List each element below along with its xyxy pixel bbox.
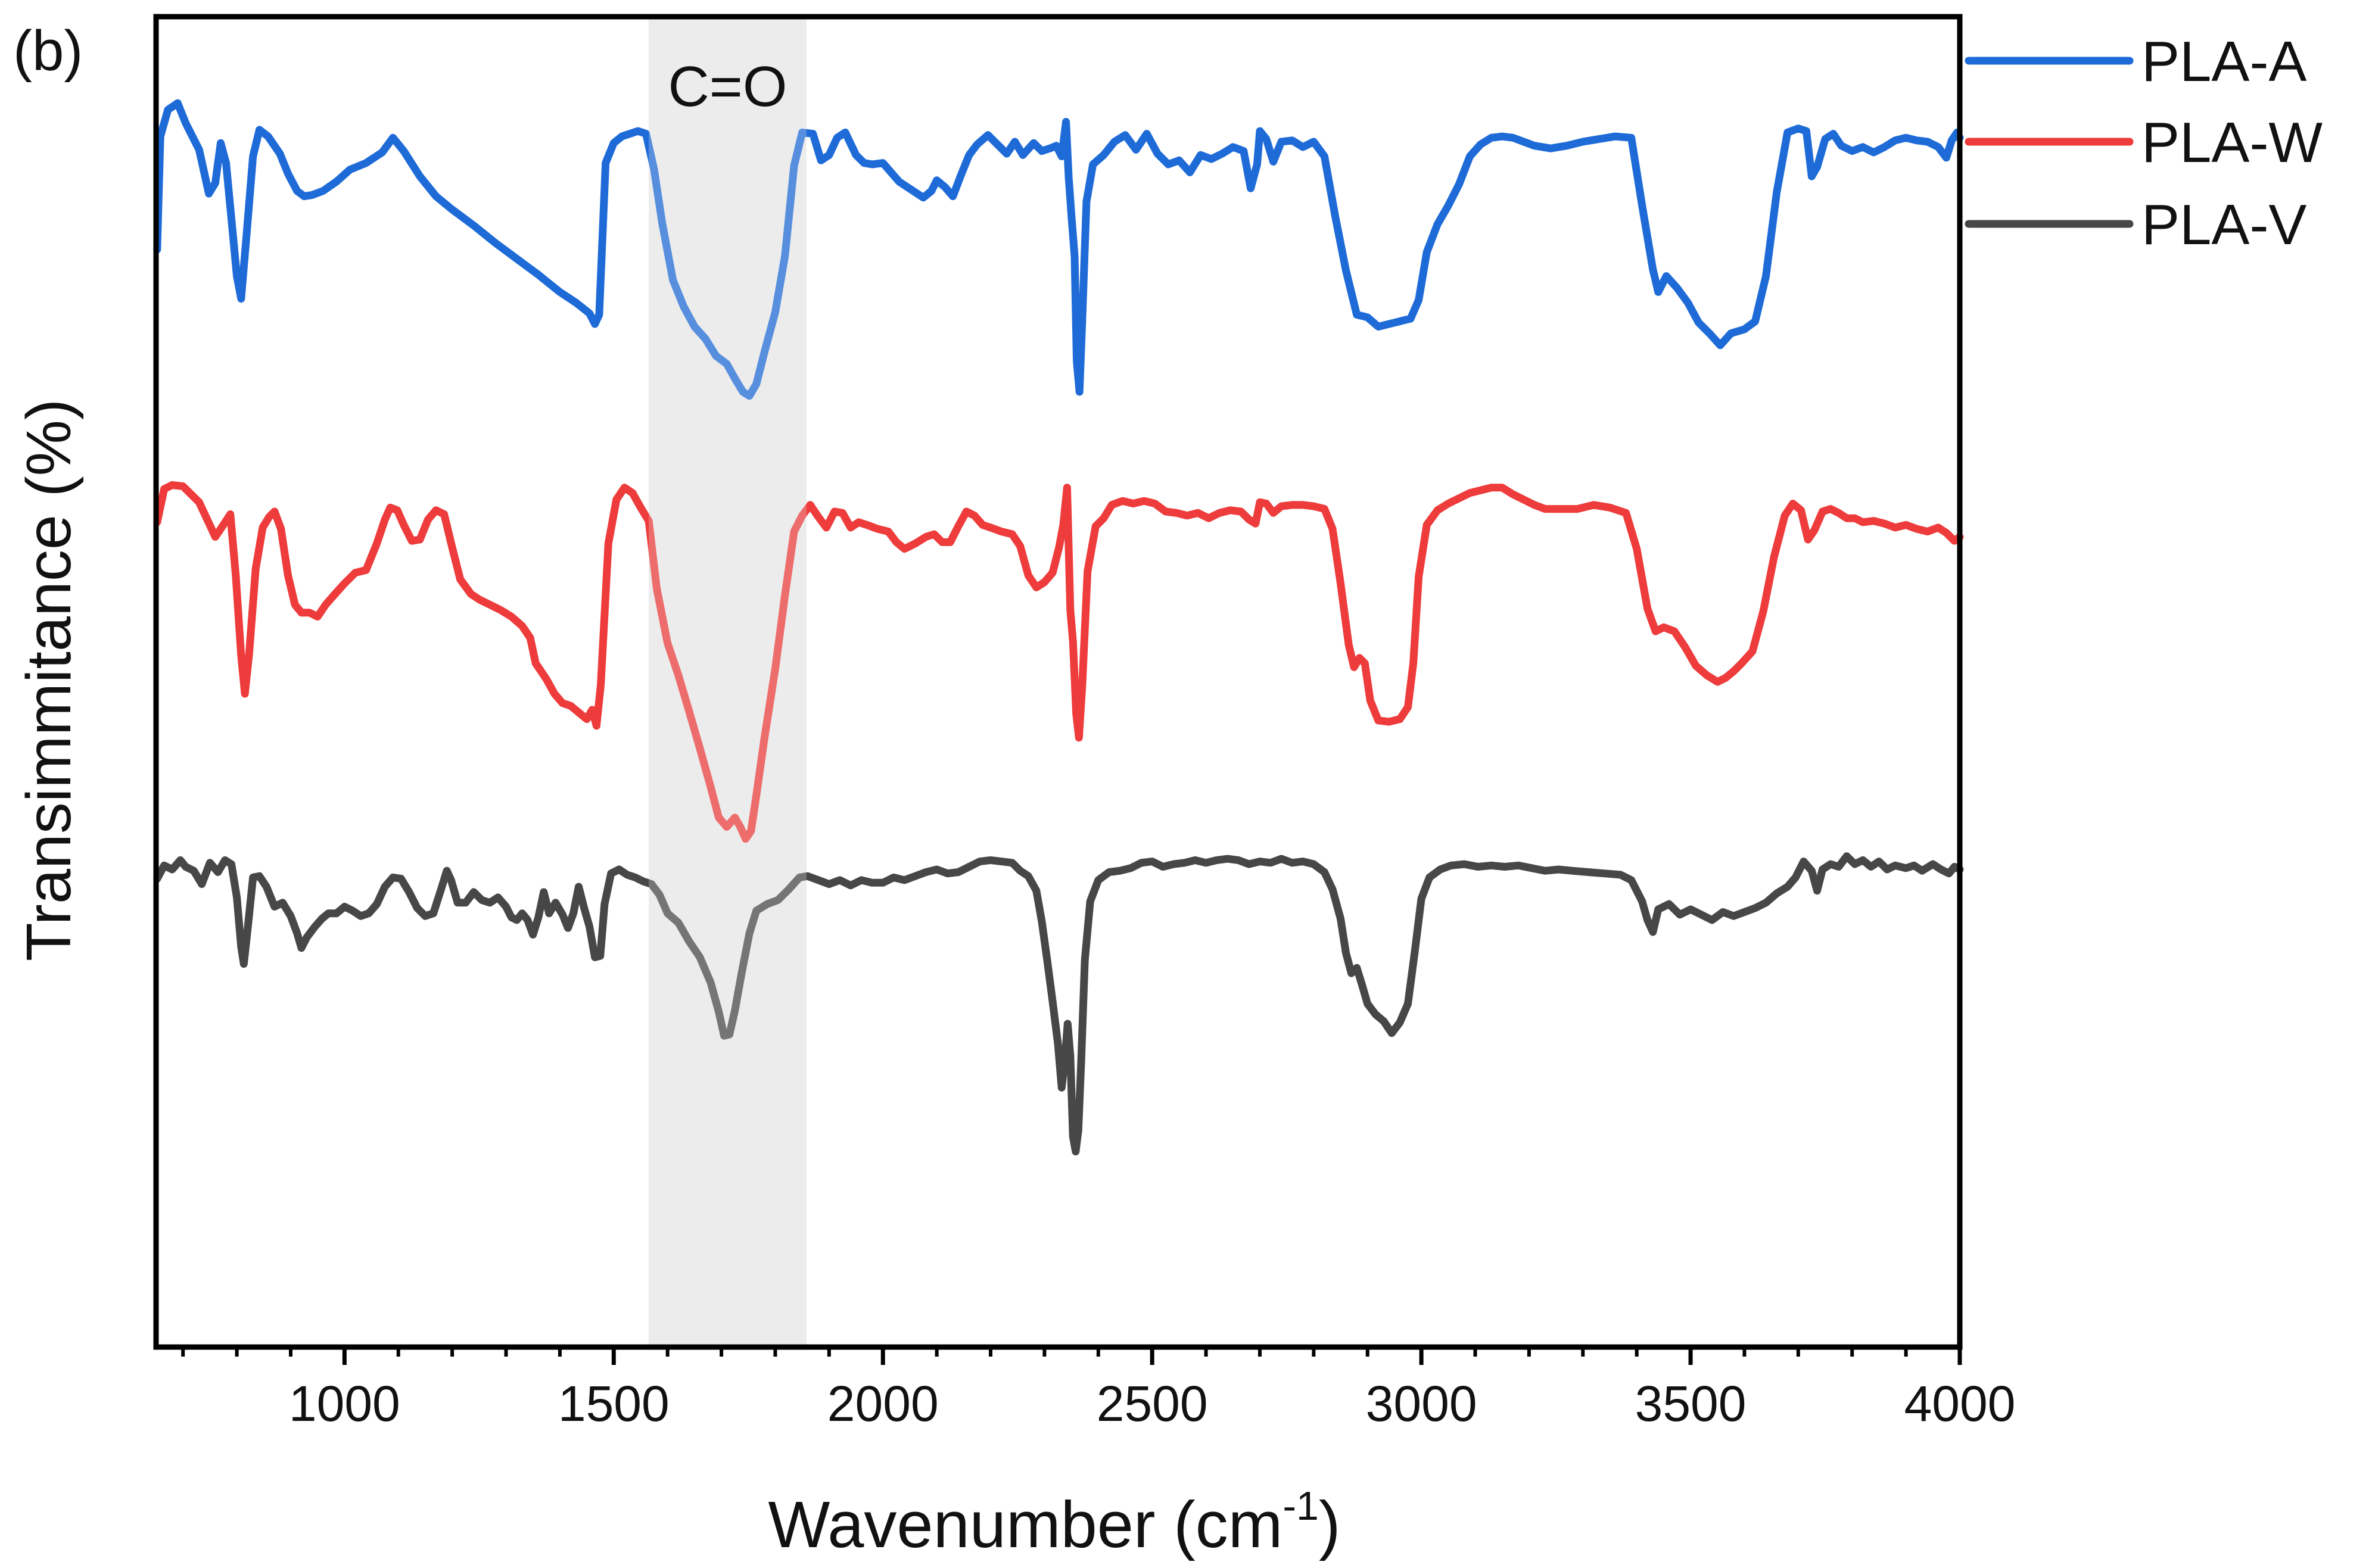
legend-label-pla-w: PLA-W bbox=[2141, 111, 2323, 174]
legend-label-pla-v: PLA-V bbox=[2141, 193, 2306, 257]
x-axis-label-end: ) bbox=[1319, 1488, 1341, 1561]
series-line-pla-w bbox=[153, 481, 1964, 843]
x-tick-label: 2000 bbox=[827, 1376, 939, 1432]
series-line-pla-v bbox=[153, 852, 1964, 1156]
x-tick-label: 3500 bbox=[1635, 1376, 1747, 1432]
x-tick-label: 4000 bbox=[1904, 1376, 2016, 1432]
legend-layer: PLA-A PLA-W PLA-V bbox=[1965, 30, 2323, 257]
plot-frame bbox=[153, 14, 1963, 1350]
series-layer bbox=[153, 17, 1964, 1347]
x-tick-label: 2500 bbox=[1097, 1376, 1208, 1432]
x-axis-label-main: Wavenumber (cm bbox=[768, 1488, 1283, 1561]
legend-label-pla-a: PLA-A bbox=[2141, 30, 2306, 93]
y-axis-label: Transimmitance (%) bbox=[14, 399, 84, 961]
carbonyl-highlight-overlay bbox=[649, 17, 807, 1347]
panel-label: (b) bbox=[13, 19, 83, 83]
x-tick-label: 3000 bbox=[1366, 1376, 1477, 1432]
x-tick-label: 1000 bbox=[289, 1376, 400, 1432]
series-line-pla-a bbox=[153, 99, 1964, 400]
carbonyl-region-label: C=O bbox=[668, 55, 787, 119]
axes-layer: 1000 1500 2000 2500 3000 3500 4000 bbox=[153, 14, 2016, 1432]
x-axis-label-superscript: -1 bbox=[1283, 1483, 1318, 1529]
x-tick-label: 1500 bbox=[558, 1376, 670, 1432]
x-axis-label: Wavenumber (cm-1) bbox=[768, 1483, 1341, 1561]
carbonyl-highlight-band bbox=[649, 17, 807, 1347]
highlight-layer bbox=[649, 17, 807, 1347]
